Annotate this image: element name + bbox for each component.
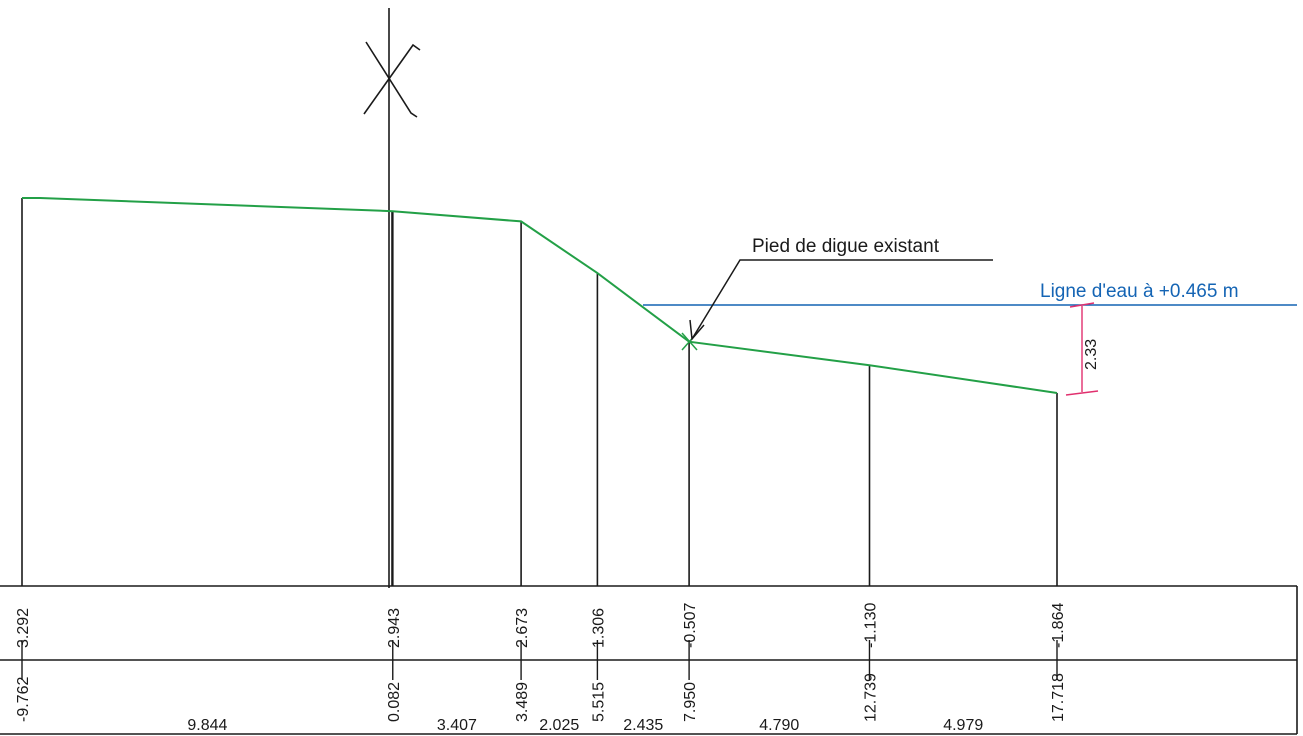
interval-label-0: 9.844 <box>187 717 227 734</box>
data-table-labels: 3.292 -9.762 2.943 0.082 2.673 3.489 1.306 5.51… <box>15 603 1067 734</box>
distance-label-6: 17.718 <box>1050 673 1067 722</box>
elevation-label-3: 1.306 <box>590 608 607 648</box>
water-level-label: Ligne d'eau à +0.465 m <box>1040 281 1239 302</box>
interval-label-3: 2.435 <box>623 717 663 734</box>
interval-label-4: 4.790 <box>759 717 799 734</box>
water-depth-dimension <box>1065 302 1099 396</box>
distance-label-3: 5.515 <box>590 682 607 722</box>
data-table-grid <box>0 585 1298 735</box>
distance-label-0: -9.762 <box>15 677 32 722</box>
axis-cross-stroke-1 <box>365 41 418 118</box>
interval-label-2: 2.025 <box>539 717 579 734</box>
elevation-label-4: -0.507 <box>682 603 699 648</box>
elevation-label-6: -1.864 <box>1050 603 1067 648</box>
annotation-leader <box>689 259 993 341</box>
elevation-label-5: -1.130 <box>862 603 879 648</box>
axis-cross-stroke-2 <box>363 43 421 115</box>
distance-label-2: 3.489 <box>514 682 531 722</box>
water-depth-value: 2.33 <box>1083 339 1100 370</box>
elevation-label-0: 3.292 <box>15 608 32 648</box>
distance-label-5: 12.739 <box>862 673 879 722</box>
annotation-label: Pied de digue existant <box>752 236 940 257</box>
distance-label-1: 0.082 <box>386 682 403 722</box>
elevation-label-1: 2.943 <box>386 608 403 648</box>
interval-label-1: 3.407 <box>437 717 477 734</box>
interval-label-5: 4.979 <box>943 717 983 734</box>
distance-label-4: 7.950 <box>682 682 699 722</box>
terrain-profile-line <box>22 197 1058 394</box>
elevation-label-2: 2.673 <box>514 608 531 648</box>
profile-verticals <box>21 198 1058 586</box>
